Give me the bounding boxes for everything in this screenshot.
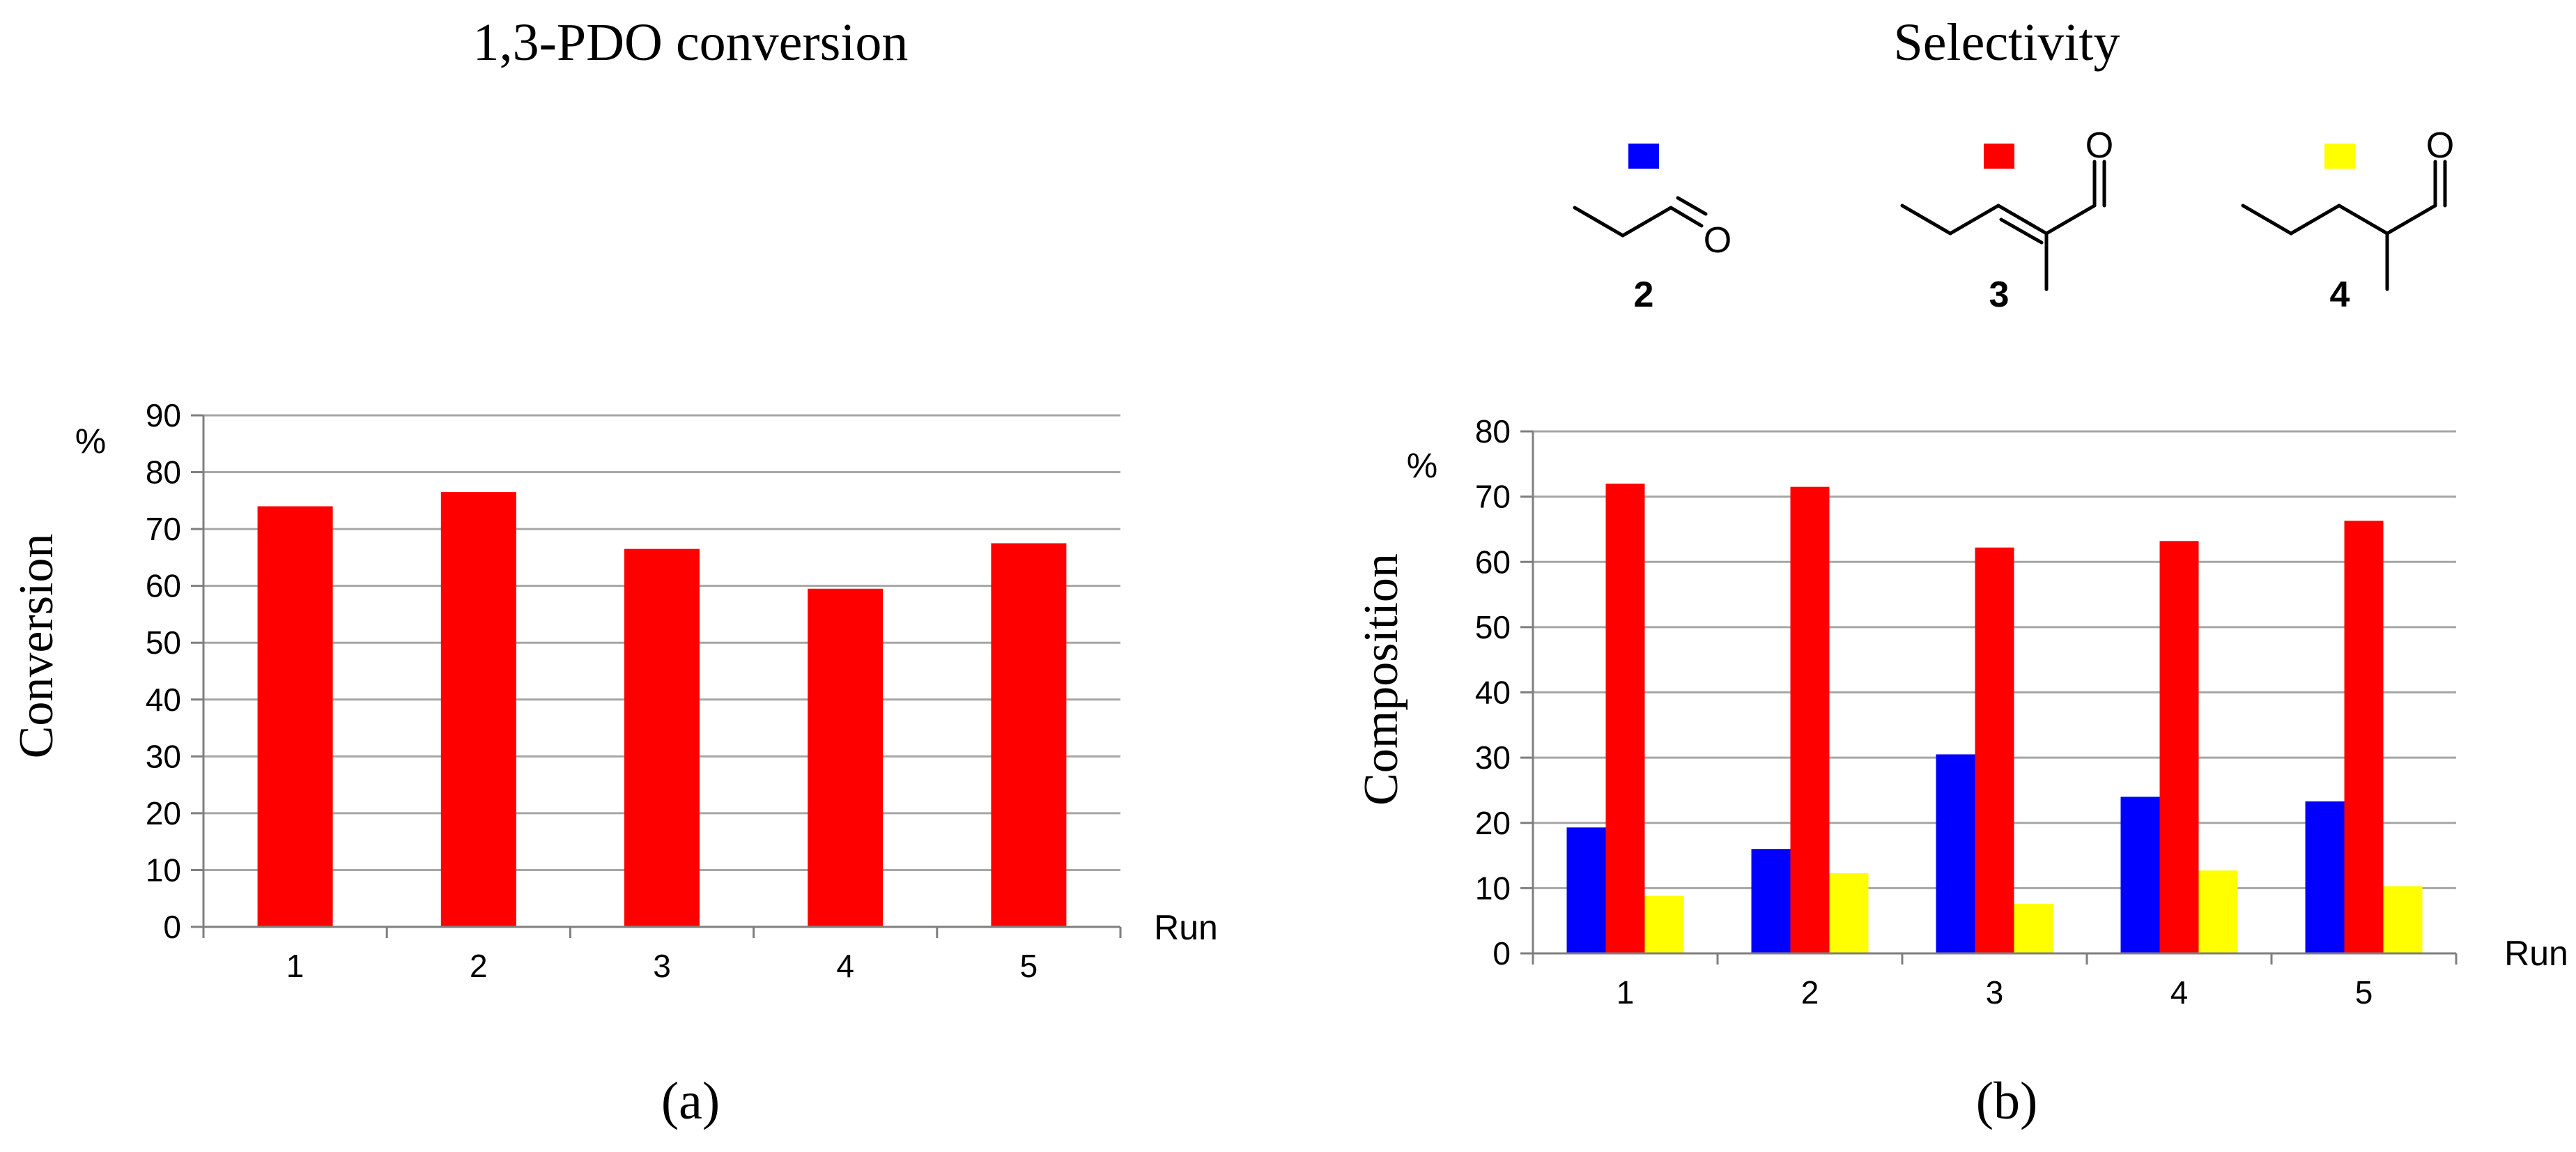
bar-series-Conversion-run-1 xyxy=(257,506,333,927)
bar-series-Conversion-run-3 xyxy=(624,548,700,927)
x-tick-label: 1 xyxy=(286,948,304,984)
conversion-chart: 1,3-PDO conversion Conversion % Run (a) … xyxy=(10,13,1218,1130)
legend-swatch-4 xyxy=(2324,144,2355,169)
y-tick-label: 30 xyxy=(146,738,181,774)
propanal-structure xyxy=(1573,196,1708,238)
y-tick-label: 0 xyxy=(163,909,181,945)
bar-series-4-run-3 xyxy=(2014,903,2053,953)
selectivity-chart: Selectivity Composition % Run (b) 0 10 20 3… xyxy=(1355,13,2568,1130)
bar-series-4-run-4 xyxy=(2198,870,2238,953)
methylpentanal-oxygen: O xyxy=(2426,125,2454,166)
bar-series-Conversion-run-2 xyxy=(440,492,516,927)
chart-b-yunit: % xyxy=(1407,446,1437,485)
legend-swatch-2 xyxy=(1628,144,1659,169)
y-tick-label: 50 xyxy=(146,624,181,661)
bar-series-2-run-5 xyxy=(2305,801,2345,953)
bar-series-4-run-2 xyxy=(1829,873,1869,953)
y-tick-label: 0 xyxy=(1493,935,1511,971)
propanal-oxygen: O xyxy=(1704,220,1732,261)
y-tick-label: 40 xyxy=(146,682,181,718)
chart-b-ylabel: Composition xyxy=(1355,553,1408,806)
x-tick-label: 4 xyxy=(2170,974,2189,1011)
legend-entry-2: O 2 xyxy=(1573,144,1732,315)
y-tick-label: 10 xyxy=(146,852,181,888)
legend-entry-4: O 4 xyxy=(2241,125,2454,315)
legend-label-4: 4 xyxy=(2330,275,2350,315)
bar-series-4-run-5 xyxy=(2383,886,2423,953)
y-tick-label: 30 xyxy=(1475,739,1511,776)
bar-series-Conversion-run-4 xyxy=(808,588,884,927)
y-tick-label: 60 xyxy=(1475,544,1511,580)
y-tick-label: 80 xyxy=(1475,413,1511,450)
legend-label-3: 3 xyxy=(1989,275,2010,315)
y-tick-label: 70 xyxy=(146,511,181,547)
chart-a-yunit: % xyxy=(75,422,106,461)
bar-series-2-run-4 xyxy=(2120,797,2160,953)
methylpentenal-oxygen: O xyxy=(2085,125,2113,166)
y-tick-label: 60 xyxy=(146,568,181,604)
chart-a-caption: (a) xyxy=(661,1072,720,1130)
methylpentenal-structure xyxy=(1900,160,2106,291)
x-tick-label: 5 xyxy=(2355,974,2373,1011)
x-tick-label: 3 xyxy=(653,948,671,984)
bar-series-2-run-1 xyxy=(1566,827,1606,953)
y-tick-label: 20 xyxy=(1475,805,1511,841)
methylpentanal-structure xyxy=(2241,160,2447,291)
bar-series-Conversion-run-5 xyxy=(991,543,1067,927)
structure-legend: O 2 O 3 xyxy=(1573,125,2454,315)
x-tick-label: 2 xyxy=(470,948,488,984)
legend-swatch-3 xyxy=(1984,144,2014,169)
y-tick-label: 20 xyxy=(146,795,181,831)
legend-label-2: 2 xyxy=(1634,275,1654,315)
y-tick-label: 50 xyxy=(1475,609,1511,645)
chart-a-xlabel: Run xyxy=(1154,908,1218,947)
bar-series-3-run-4 xyxy=(2159,541,2199,953)
y-tick-label: 10 xyxy=(1475,870,1511,906)
bar-series-3-run-3 xyxy=(1975,547,2014,953)
bar-series-2-run-3 xyxy=(1936,754,1975,953)
y-tick-label: 40 xyxy=(1475,675,1511,711)
legend-entry-3: O 3 xyxy=(1900,125,2113,315)
chart-b-xlabel: Run xyxy=(2504,934,2568,973)
y-tick-label: 70 xyxy=(1475,479,1511,515)
bar-series-4-run-1 xyxy=(1644,896,1684,953)
x-tick-label: 1 xyxy=(1617,974,1635,1011)
y-tick-label: 80 xyxy=(146,454,181,491)
bar-series-3-run-1 xyxy=(1605,483,1645,953)
y-tick-label: 90 xyxy=(146,397,181,433)
chart-b-title: Selectivity xyxy=(1893,13,2120,72)
chart-b-caption: (b) xyxy=(1976,1072,2038,1130)
x-tick-label: 5 xyxy=(1020,948,1038,984)
bar-series-3-run-5 xyxy=(2344,521,2384,953)
chart-a-title: 1,3-PDO conversion xyxy=(473,13,909,72)
x-tick-label: 4 xyxy=(836,948,854,984)
x-tick-label: 3 xyxy=(1986,974,2004,1011)
bar-series-3-run-2 xyxy=(1790,486,1830,953)
bar-series-2-run-2 xyxy=(1751,849,1791,953)
chart-a-ylabel: Conversion xyxy=(10,534,63,759)
x-tick-label: 2 xyxy=(1801,974,1819,1011)
